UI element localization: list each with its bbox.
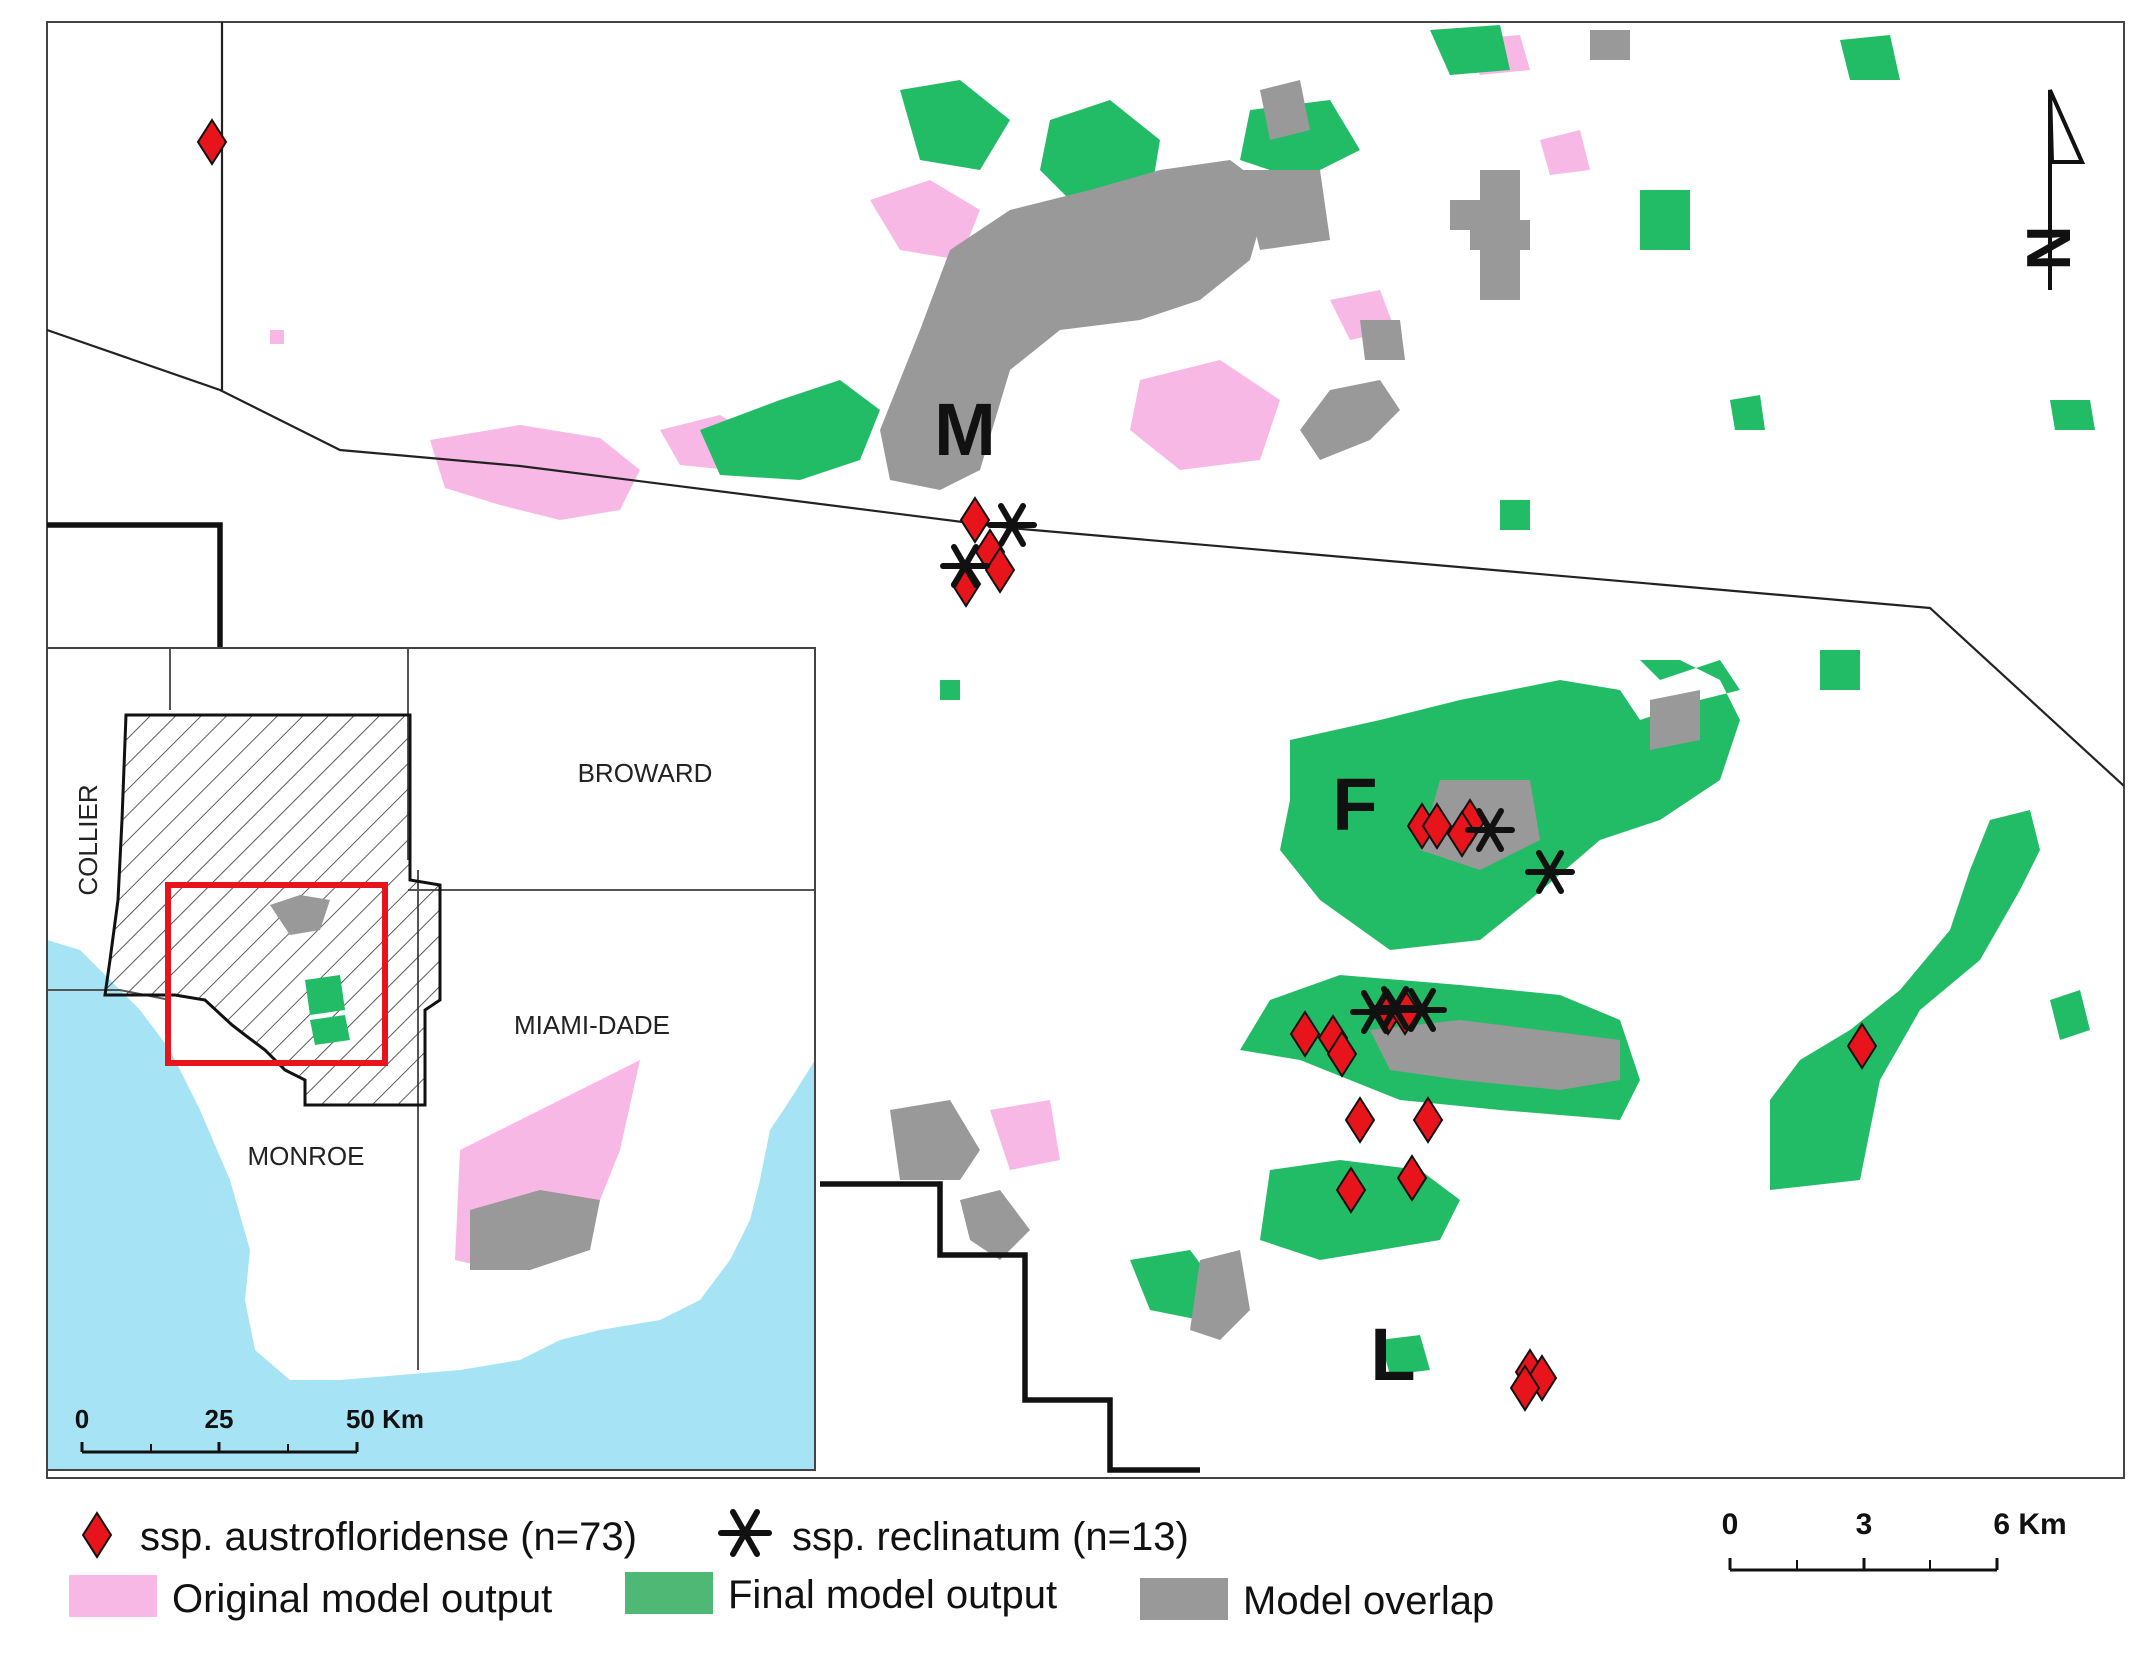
north-arrow-label: N (2015, 226, 2084, 271)
inset-scale-tick-50-km: 50 Km (346, 1404, 424, 1434)
red-diamond-icon (1289, 1010, 1321, 1058)
legend: ssp. austrofloridense (n=73) ssp. reclin… (69, 1509, 1494, 1623)
black-asterisk-icon (1525, 850, 1575, 894)
north-arrow-icon: N (2015, 89, 2086, 290)
inset-water (47, 940, 815, 1470)
red-diamond-icon (1335, 1166, 1367, 1214)
scale-tick-6-km: 6 Km (1993, 1508, 2066, 1541)
legend-swatch-final-model (625, 1572, 713, 1614)
red-diamond-icon (959, 496, 991, 544)
red-diamond-icon (1344, 1096, 1376, 1144)
black-asterisk-icon (1397, 988, 1447, 1032)
red-diamond-icon (196, 118, 228, 166)
scale-tick-0: 0 (1722, 1508, 1739, 1541)
reclinatum-markers (940, 503, 1575, 1034)
inset-county-label-collier: COLLIER (73, 784, 103, 895)
inset-map: COLLIER BROWARD MIAMI-DADE MONROE 0 25 5… (46, 647, 816, 1471)
legend-swatch-original-model (69, 1575, 157, 1617)
inset-extent-box (165, 882, 388, 1066)
site-label-l: L (1370, 1313, 1415, 1396)
model-overlap-areas (880, 30, 1700, 1340)
scale-tick-3: 3 (1856, 1508, 1873, 1541)
site-label-f: F (1332, 763, 1377, 846)
red-diamond-icon (1421, 802, 1453, 850)
red-diamond-icon (1446, 810, 1478, 858)
legend-label-final-model: Final model output (728, 1573, 1057, 1617)
inset-scale-tick-0: 0 (75, 1404, 89, 1434)
red-diamond-icon (81, 1511, 113, 1559)
legend-label-austrofloridense: ssp. austrofloridense (n=73) (140, 1515, 637, 1559)
black-asterisk-icon (940, 544, 990, 588)
boundary-lines (47, 22, 2124, 1473)
red-diamond-icon (1412, 1096, 1444, 1144)
inset-scale-bar: 0 25 50 Km (75, 1404, 424, 1454)
final-model-output-areas (700, 25, 2095, 1375)
legend-label-model-overlap: Model overlap (1243, 1579, 1494, 1623)
inset-county-label-broward: BROWARD (578, 758, 713, 788)
red-diamond-icon (1846, 1022, 1878, 1070)
legend-label-reclinatum: ssp. reclinatum (n=13) (792, 1515, 1189, 1559)
black-asterisk-icon (1465, 808, 1515, 852)
black-asterisk-icon (987, 503, 1037, 547)
main-scale-bar: 0 3 6 Km (1722, 1508, 2067, 1572)
red-diamond-icon (1326, 1030, 1358, 1078)
legend-swatch-model-overlap (1140, 1578, 1228, 1620)
red-diamond-icon (1509, 1364, 1541, 1412)
red-diamond-icon (1396, 1154, 1428, 1202)
inset-county-label-monroe: MONROE (248, 1141, 365, 1171)
inset-model-areas (270, 895, 640, 1270)
legend-label-original-model: Original model output (172, 1577, 552, 1621)
site-label-m: M (934, 388, 996, 471)
inset-scale-tick-25: 25 (205, 1404, 234, 1434)
black-asterisk-icon (718, 1509, 772, 1557)
inset-county-label-miami-dade: MIAMI-DADE (514, 1010, 670, 1040)
red-diamond-icon (984, 546, 1016, 594)
